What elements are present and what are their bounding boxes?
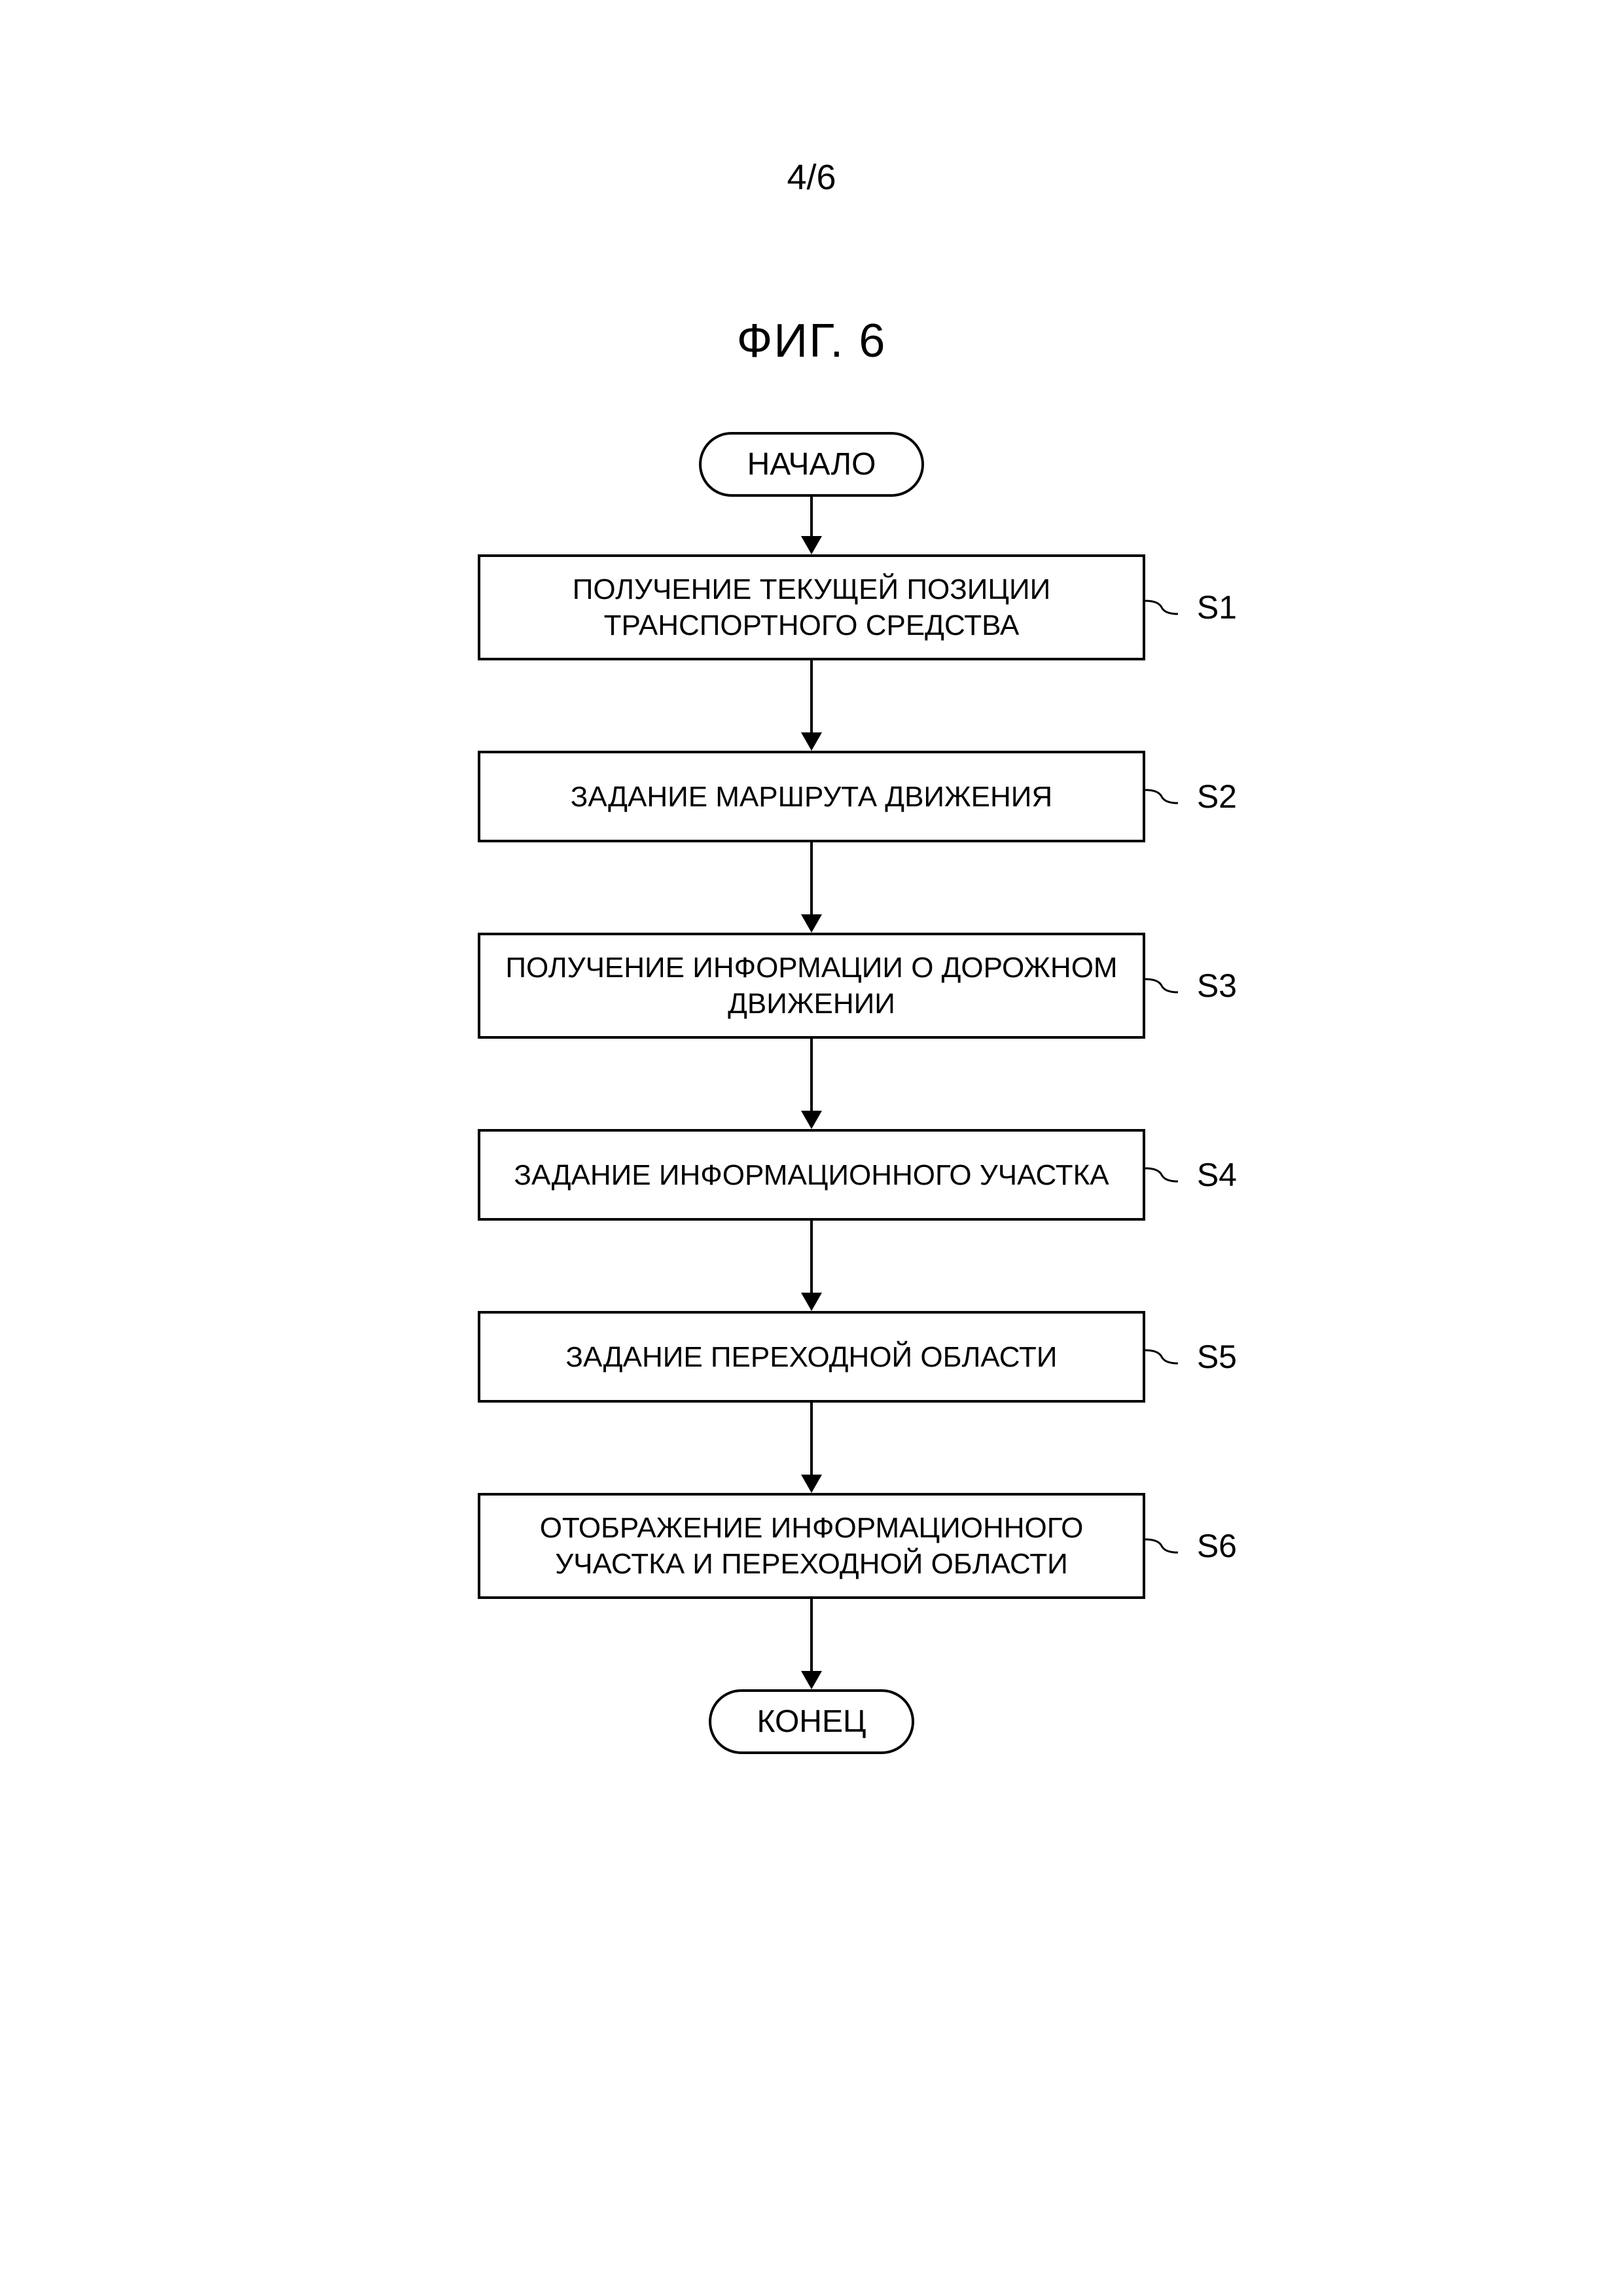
process-row: ЗАДАНИЕ ИНФОРМАЦИОННОГО УЧАСТКАS4 (478, 1129, 1145, 1221)
process-box: ЗАДАНИЕ ИНФОРМАЦИОННОГО УЧАСТКА (478, 1129, 1145, 1221)
step-label: S5 (1197, 1338, 1237, 1376)
label-connector (1145, 783, 1178, 810)
arrow (801, 1221, 822, 1311)
step-label: S2 (1197, 778, 1237, 816)
end-terminal: КОНЕЦ (709, 1689, 915, 1754)
arrow (801, 1403, 822, 1493)
step-label: S3 (1197, 967, 1237, 1005)
start-terminal: НАЧАЛО (699, 432, 925, 497)
process-box: ЗАДАНИЕ ПЕРЕХОДНОЙ ОБЛАСТИ (478, 1311, 1145, 1403)
process-box: ПОЛУЧЕНИЕ ТЕКУЩЕЙ ПОЗИЦИИ ТРАНСПОРТНОГО … (478, 554, 1145, 660)
flowchart: НАЧАЛО ПОЛУЧЕНИЕ ТЕКУЩЕЙ ПОЗИЦИИ ТРАНСПОР… (478, 432, 1145, 1754)
arrow (801, 1599, 822, 1689)
process-box: ЗАДАНИЕ МАРШРУТА ДВИЖЕНИЯ (478, 751, 1145, 842)
arrow (801, 497, 822, 554)
label-connector (1145, 1533, 1178, 1559)
arrow (801, 660, 822, 751)
label-connector (1145, 1344, 1178, 1370)
process-box: ОТОБРАЖЕНИЕ ИНФОРМАЦИОННОГО УЧАСТКА И ПЕ… (478, 1493, 1145, 1599)
process-row: ЗАДАНИЕ ПЕРЕХОДНОЙ ОБЛАСТИS5 (478, 1311, 1145, 1403)
process-row: ПОЛУЧЕНИЕ ИНФОРМАЦИИ О ДОРОЖНОМ ДВИЖЕНИИ… (478, 933, 1145, 1039)
process-row: ПОЛУЧЕНИЕ ТЕКУЩЕЙ ПОЗИЦИИ ТРАНСПОРТНОГО … (478, 554, 1145, 660)
page-number: 4/6 (787, 157, 836, 198)
figure-title: ФИГ. 6 (737, 314, 887, 368)
process-row: ОТОБРАЖЕНИЕ ИНФОРМАЦИОННОГО УЧАСТКА И ПЕ… (478, 1493, 1145, 1599)
label-connector (1145, 1162, 1178, 1188)
arrow (801, 842, 822, 933)
step-label: S6 (1197, 1527, 1237, 1565)
process-row: ЗАДАНИЕ МАРШРУТА ДВИЖЕНИЯS2 (478, 751, 1145, 842)
step-label: S4 (1197, 1156, 1237, 1194)
step-label: S1 (1197, 588, 1237, 626)
arrow (801, 1039, 822, 1129)
label-connector (1145, 973, 1178, 999)
process-box: ПОЛУЧЕНИЕ ИНФОРМАЦИИ О ДОРОЖНОМ ДВИЖЕНИИ (478, 933, 1145, 1039)
label-connector (1145, 594, 1178, 620)
